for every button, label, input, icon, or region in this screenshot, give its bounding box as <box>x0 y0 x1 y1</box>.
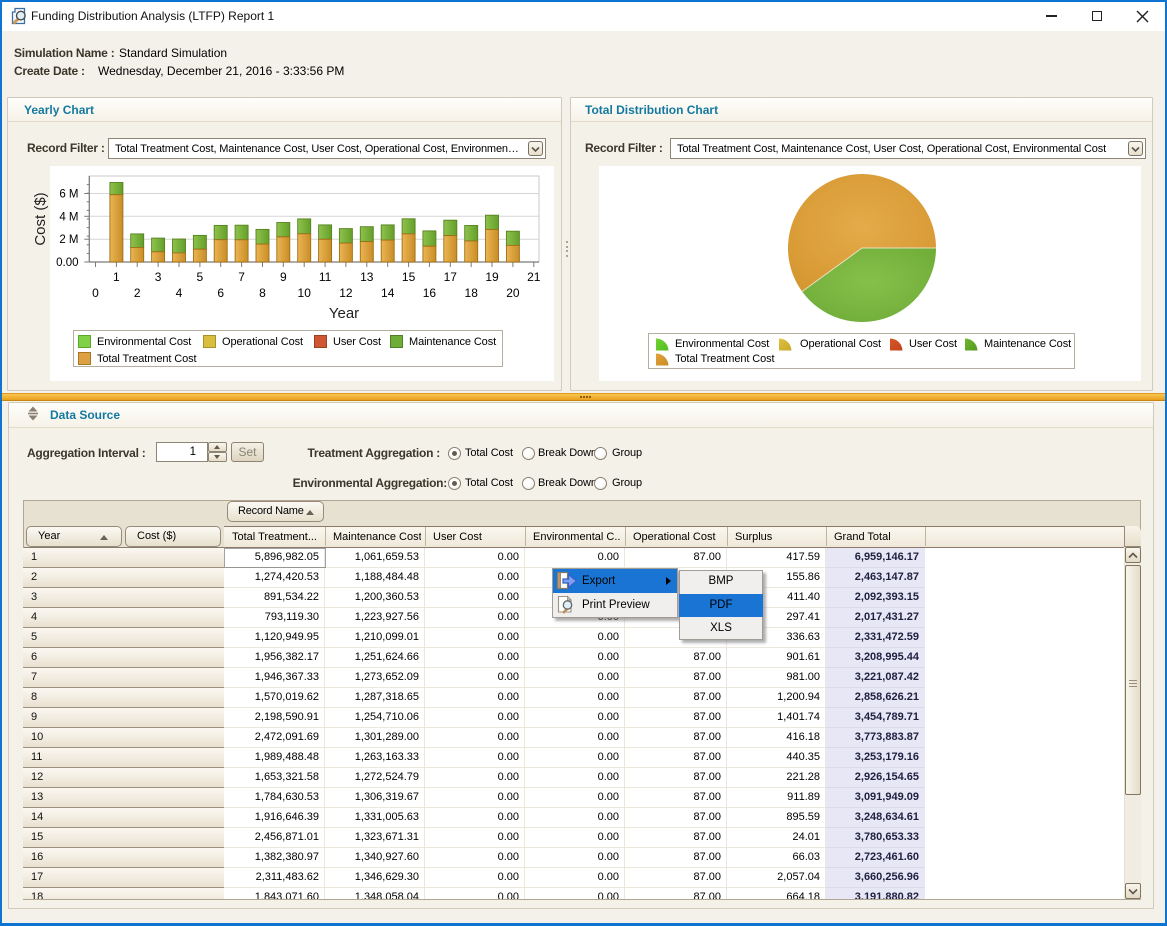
svg-text:4 M: 4 M <box>59 211 78 223</box>
svg-text:6 M: 6 M <box>59 189 78 201</box>
svg-text:12: 12 <box>339 286 353 300</box>
svg-text:2: 2 <box>134 286 141 300</box>
svg-text:6: 6 <box>217 286 224 300</box>
svg-text:Year: Year <box>329 305 359 322</box>
svg-text:0: 0 <box>92 286 99 300</box>
svg-text:17: 17 <box>444 270 458 284</box>
svg-text:Cost ($): Cost ($) <box>32 192 49 245</box>
svg-text:2 M: 2 M <box>59 234 78 246</box>
svg-text:16: 16 <box>423 286 437 300</box>
svg-text:13: 13 <box>360 270 374 284</box>
svg-text:20: 20 <box>506 286 520 300</box>
svg-text:4: 4 <box>176 286 183 300</box>
svg-text:21: 21 <box>527 270 541 284</box>
svg-text:19: 19 <box>485 270 499 284</box>
svg-text:3: 3 <box>155 270 162 284</box>
svg-text:8: 8 <box>259 286 266 300</box>
svg-text:14: 14 <box>381 286 395 300</box>
svg-text:11: 11 <box>319 270 332 284</box>
svg-text:9: 9 <box>280 270 287 284</box>
svg-text:18: 18 <box>465 286 479 300</box>
svg-text:10: 10 <box>298 286 312 300</box>
svg-text:0.00: 0.00 <box>56 257 78 269</box>
svg-text:15: 15 <box>402 270 416 284</box>
svg-text:5: 5 <box>197 270 204 284</box>
svg-text:7: 7 <box>238 270 245 284</box>
svg-text:1: 1 <box>113 270 120 284</box>
